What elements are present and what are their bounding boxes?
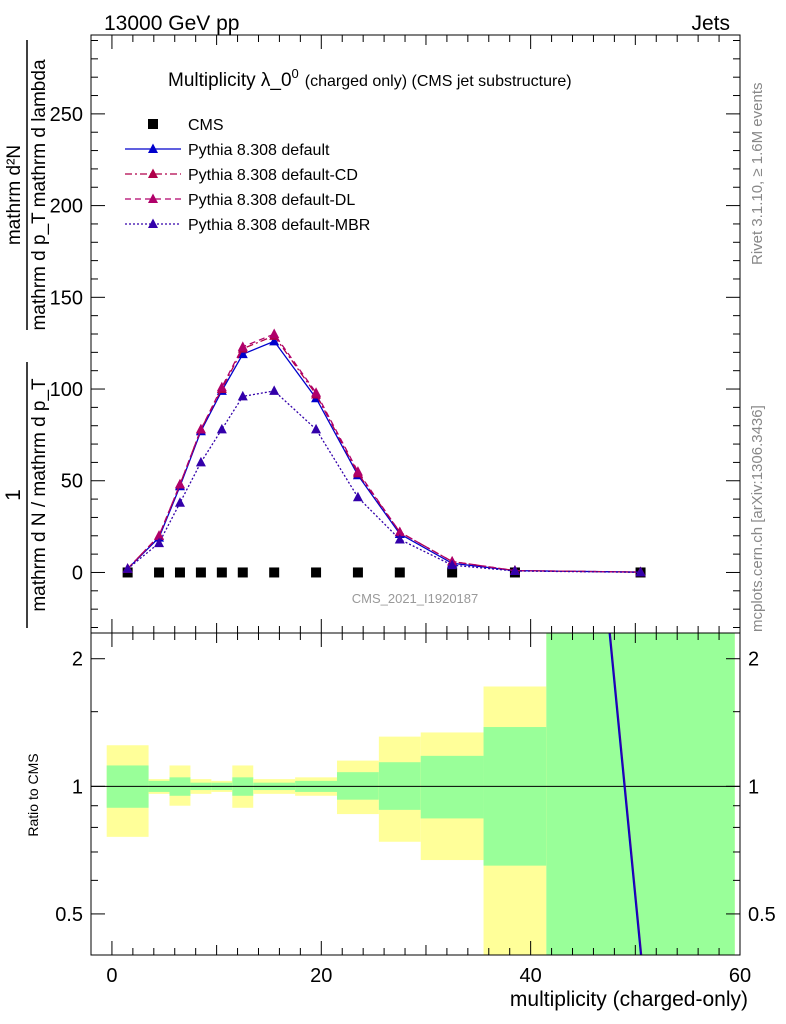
series-marker-4 xyxy=(122,563,133,573)
series-marker-3 xyxy=(154,530,165,540)
series-marker-3 xyxy=(311,387,322,397)
legend-marker xyxy=(148,168,158,178)
title-tail-text: (charged only) (CMS jet substructure) xyxy=(305,73,572,90)
series-marker-4 xyxy=(311,423,322,434)
legend-marker xyxy=(148,143,158,153)
x-axis-label: multiplicity (charged-only) xyxy=(510,988,748,1011)
x-tick-label: 20 xyxy=(310,965,332,987)
ratio-y-tick-label-right: 1 xyxy=(748,776,759,798)
cms-data-point xyxy=(195,567,206,578)
series-line-4 xyxy=(127,390,641,573)
series-marker-3 xyxy=(195,423,206,434)
legend-entry-label: Pythia 8.308 default-MBR xyxy=(188,217,370,234)
cms-data-point xyxy=(174,567,185,578)
series-line-1 xyxy=(127,340,641,573)
series-marker-3 xyxy=(394,526,405,537)
main-y-axis: 0 50 100 150 200 250 xyxy=(50,35,741,633)
x-tick-label: 40 xyxy=(520,965,542,987)
cms-data-point xyxy=(394,567,405,578)
series-line-3 xyxy=(127,333,641,573)
series-marker-4 xyxy=(352,491,363,502)
ratio-axes: 0.5 0.51 12 20 20 40 60 xyxy=(55,633,776,987)
main-title: Multiplicity λ_00 (charged only) (CMS jet… xyxy=(168,66,572,91)
analysis-label: CMS_2021_I1920187 xyxy=(352,591,479,606)
series-marker-3 xyxy=(216,381,227,392)
series-marker-3 xyxy=(269,328,280,338)
header-left-label: 13000 GeV pp xyxy=(104,12,239,35)
ratio-y-tick-label: 2 xyxy=(72,649,83,671)
series-marker-4 xyxy=(447,559,458,570)
legend-marker xyxy=(148,193,158,203)
series-marker-3 xyxy=(174,478,185,489)
ratio-band-green xyxy=(483,727,547,866)
ratio-band-green xyxy=(546,633,735,955)
legend-marker xyxy=(148,218,158,228)
series-marker-4 xyxy=(174,497,185,507)
cms-data-point xyxy=(216,567,227,578)
title-superscript: 0 xyxy=(292,66,299,81)
series-marker-4 xyxy=(269,385,280,395)
ratio-y-tick-label-right: 0.5 xyxy=(748,904,776,926)
x-tick-label: 0 xyxy=(106,965,117,987)
main-y-label: 1 mathrm d N / mathrm d p_T mathrm d²N m… xyxy=(2,40,50,628)
main-y-tick-label: 250 xyxy=(50,104,83,126)
ylabel-one: 1 xyxy=(2,489,25,501)
series-marker-4 xyxy=(237,390,248,401)
ratio-series-line-1 xyxy=(609,632,643,956)
ratio-plot-content xyxy=(91,632,740,956)
legend-entry-label: CMS xyxy=(188,117,224,134)
rivet-version-label: Rivet 3.1.10, ≥ 1.6M events xyxy=(749,83,766,266)
ratio-panel: 0.5 0.51 12 20 20 40 60 Ratio to CMS multiplic… xyxy=(25,632,776,1011)
series-marker-4 xyxy=(394,533,405,544)
legend-entry-label: Pythia 8.308 default-DL xyxy=(188,192,355,209)
series-marker-4 xyxy=(509,565,520,575)
header-right-label: Jets xyxy=(691,12,730,35)
ylabel-denominator: mathrm d N / mathrm d p_T xyxy=(29,378,50,612)
main-plot-content xyxy=(122,328,646,578)
series-marker-4 xyxy=(216,423,227,434)
legend: CMS Pythia 8.308 default Pythia 8.308 defa… xyxy=(125,117,370,234)
series-marker-4 xyxy=(635,566,646,577)
ratio-y-tick-label: 1 xyxy=(72,776,83,798)
series-marker-1 xyxy=(237,348,248,359)
legend-entry-label: Pythia 8.308 default-CD xyxy=(188,167,358,184)
main-y-tick-label: 50 xyxy=(61,471,83,493)
ratio-series-line-0 xyxy=(608,632,642,956)
cms-data-point xyxy=(154,567,165,578)
series-marker-1 xyxy=(269,335,280,346)
main-y-tick-label: 100 xyxy=(50,379,83,401)
ratio-y-tick-label-right: 2 xyxy=(748,649,759,671)
mcplots-label: mcplots.cern.ch [arXiv:1306.3436] xyxy=(749,405,766,632)
ratio-y-tick-label: 0.5 xyxy=(55,904,83,926)
title-main-text: Multiplicity λ_0 xyxy=(168,70,292,91)
cms-data-point xyxy=(447,567,458,578)
ylabel-numerator-den: mathrm d p_T mathrm d lambda xyxy=(29,59,50,330)
ratio-band-green xyxy=(420,755,484,819)
series-line-2 xyxy=(127,335,641,573)
main-y-tick-label: 150 xyxy=(50,287,83,309)
ylabel-numerator: mathrm d²N xyxy=(4,145,25,245)
cms-data-point xyxy=(311,567,322,578)
cms-data-point xyxy=(352,567,363,578)
series-marker-4 xyxy=(195,456,206,467)
legend-marker xyxy=(148,119,158,129)
x-tick-label: 60 xyxy=(729,965,751,987)
main-y-tick-label: 200 xyxy=(50,196,83,218)
series-marker-3 xyxy=(352,466,363,476)
series-marker-3 xyxy=(237,341,248,351)
series-marker-4 xyxy=(154,537,165,548)
ratio-y-label: Ratio to CMS xyxy=(25,753,41,836)
cms-data-point xyxy=(269,567,280,578)
ratio-frame xyxy=(90,632,741,956)
cms-data-point xyxy=(237,567,248,578)
legend-entry-label: Pythia 8.308 default xyxy=(188,142,330,159)
main-y-tick-label: 0 xyxy=(72,562,83,584)
